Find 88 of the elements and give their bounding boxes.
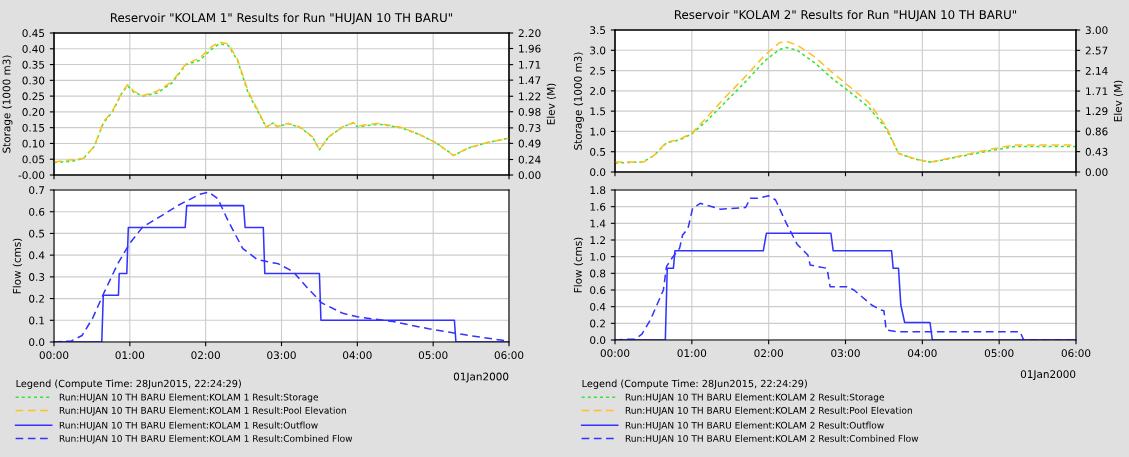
y-tick-label: 0.30 [22, 76, 45, 85]
legend-label: Run:HUJAN 10 TH BARU Element:KOLAM 1 Result:Combined Flow [59, 434, 353, 444]
text: 01Jan2000 [453, 372, 509, 383]
y-tick-label: 0.35 [22, 60, 45, 69]
y2-tick-label: 0.00 [1085, 168, 1108, 177]
y-tick-label: 1.6 [590, 202, 606, 211]
y2-tick-label: 0.86 [1085, 127, 1108, 136]
y-tick-label: 0.05 [22, 155, 45, 164]
y-tick-label: 3.0 [590, 46, 606, 55]
x-tick-label: 02:00 [191, 351, 220, 360]
y-axis-title: Flow (cms) [573, 237, 584, 293]
text: 01Jan2000 [1020, 370, 1076, 380]
y2-tick-label: 1.22 [519, 92, 541, 101]
y2-tick-label: 1.29 [1086, 107, 1108, 116]
y-axis-title: Storage (1000 m3) [2, 55, 13, 153]
y-tick-label: 0.25 [22, 92, 45, 101]
y-tick-label: 0.6 [29, 207, 45, 216]
y2-tick-label: 0.00 [518, 171, 541, 180]
x-tick-label: 05:00 [418, 351, 448, 360]
chart-title: Reservoir "KOLAM 2" Results for Run "HUJAN 10 TH BARU" [674, 9, 1017, 22]
chart-title: Reservoir "KOLAM 1" Results for Run "HUJAN 10 TH BARU" [110, 12, 453, 25]
legend-title: Legend (Compute Time: 28Jun2015, 22:24:29) [16, 379, 241, 390]
y-tick-label: 0.20 [22, 108, 45, 116]
x-tick-label: 04:00 [343, 351, 372, 360]
y2-tick-label: 2.57 [1085, 46, 1108, 55]
x-tick-label: 01:00 [115, 351, 145, 360]
legend-label: Run:HUJAN 10 TH BARU Element:KOLAM 2 Result:Outflow [625, 421, 884, 431]
y-tick-label: 0.0 [590, 336, 606, 345]
y-tick-label: 0.8 [590, 269, 606, 278]
y-tick-label: 0.7 [29, 186, 45, 195]
x-tick-label: 03:00 [831, 349, 860, 358]
y-tick-label: 0.5 [590, 147, 606, 156]
y-tick-label: 0.2 [29, 294, 44, 303]
x-tick-label: 06:00 [494, 351, 524, 360]
y2-tick-label: 0.24 [518, 155, 541, 164]
legend-title: Legend (Compute Time: 28Jun2015, 22:24:29) [582, 379, 807, 390]
y-tick-label: 2.5 [590, 66, 606, 75]
y-tick-label: 0.4 [590, 302, 606, 311]
y-axis-title: Storage (1000 m3) [573, 52, 584, 150]
y2-tick-label: 0.98 [518, 107, 541, 116]
y-tick-label: 0.10 [22, 139, 45, 148]
x-tick-label: 06:00 [1061, 349, 1091, 358]
y2-tick-label: 0.49 [518, 139, 541, 148]
y-tick-label: 0.5 [29, 229, 45, 238]
y2-tick-label: 1.71 [1086, 87, 1108, 96]
legend-label: Run:HUJAN 10 TH BARU Element:KOLAM 2 Result:Storage [625, 393, 885, 403]
y-tick-label: 1.0 [590, 252, 606, 261]
legend-label: Run:HUJAN 10 TH BARU Element:KOLAM 1 Result:Pool Elevation [59, 406, 346, 416]
y-tick-label: 2.0 [590, 87, 606, 95]
x-tick-label: 05:00 [984, 349, 1014, 358]
legend-label: Run:HUJAN 10 TH BARU Element:KOLAM 1 Result:Storage [59, 393, 319, 403]
legend-label: Run:HUJAN 10 TH BARU Element:KOLAM 2 Result:Combined Flow [625, 434, 919, 444]
y-axis-title: Flow (cms) [12, 238, 23, 294]
y2-tick-label: 1.96 [519, 44, 541, 53]
y-tick-label: -0.00 [18, 171, 45, 180]
x-tick-label: 04:00 [908, 349, 937, 358]
y-tick-label: 0.4 [29, 251, 45, 260]
y-tick-label: 1.5 [590, 107, 606, 116]
y-tick-label: 1.8 [590, 186, 606, 195]
y2-tick-label: 3.00 [1085, 26, 1108, 35]
y-tick-label: 0.0 [29, 338, 45, 347]
y-tick-label: 3.5 [590, 26, 606, 35]
y-tick-label: 0.6 [590, 286, 606, 295]
y-tick-label: 1.4 [590, 219, 606, 228]
x-tick-label: 00:00 [600, 349, 630, 358]
y-tick-label: 0.40 [22, 45, 45, 53]
x-tick-label: 02:00 [754, 349, 783, 358]
y2-tick-label: 2.20 [518, 29, 541, 38]
x-tick-label: 01:00 [677, 349, 707, 358]
y-tick-label: 0.3 [29, 273, 45, 281]
y-tick-label: 0.0 [590, 168, 606, 177]
y-tick-label: 1.2 [590, 236, 605, 244]
y2-axis-title: Elev (M) [546, 83, 557, 125]
y2-tick-label: 2.14 [1085, 66, 1108, 75]
y-tick-label: 0.1 [29, 316, 45, 325]
x-tick-label: 00:00 [39, 351, 69, 360]
y-tick-label: 0.15 [22, 123, 45, 132]
x-tick-label: 03:00 [267, 351, 296, 360]
y2-tick-label: 1.71 [519, 60, 541, 69]
y2-tick-label: 0.43 [1085, 147, 1108, 156]
y2-axis-title: Elev (M) [1113, 80, 1124, 122]
legend-label: Run:HUJAN 10 TH BARU Element:KOLAM 1 Result:Outflow [59, 421, 318, 431]
y2-tick-label: 0.73 [518, 124, 541, 132]
y2-tick-label: 1.47 [519, 76, 541, 85]
y-tick-label: 1.0 [590, 127, 606, 136]
y-tick-label: 0.2 [590, 319, 605, 328]
y-tick-label: 0.45 [22, 29, 45, 38]
legend-label: Run:HUJAN 10 TH BARU Element:KOLAM 2 Result:Pool Elevation [625, 406, 912, 416]
